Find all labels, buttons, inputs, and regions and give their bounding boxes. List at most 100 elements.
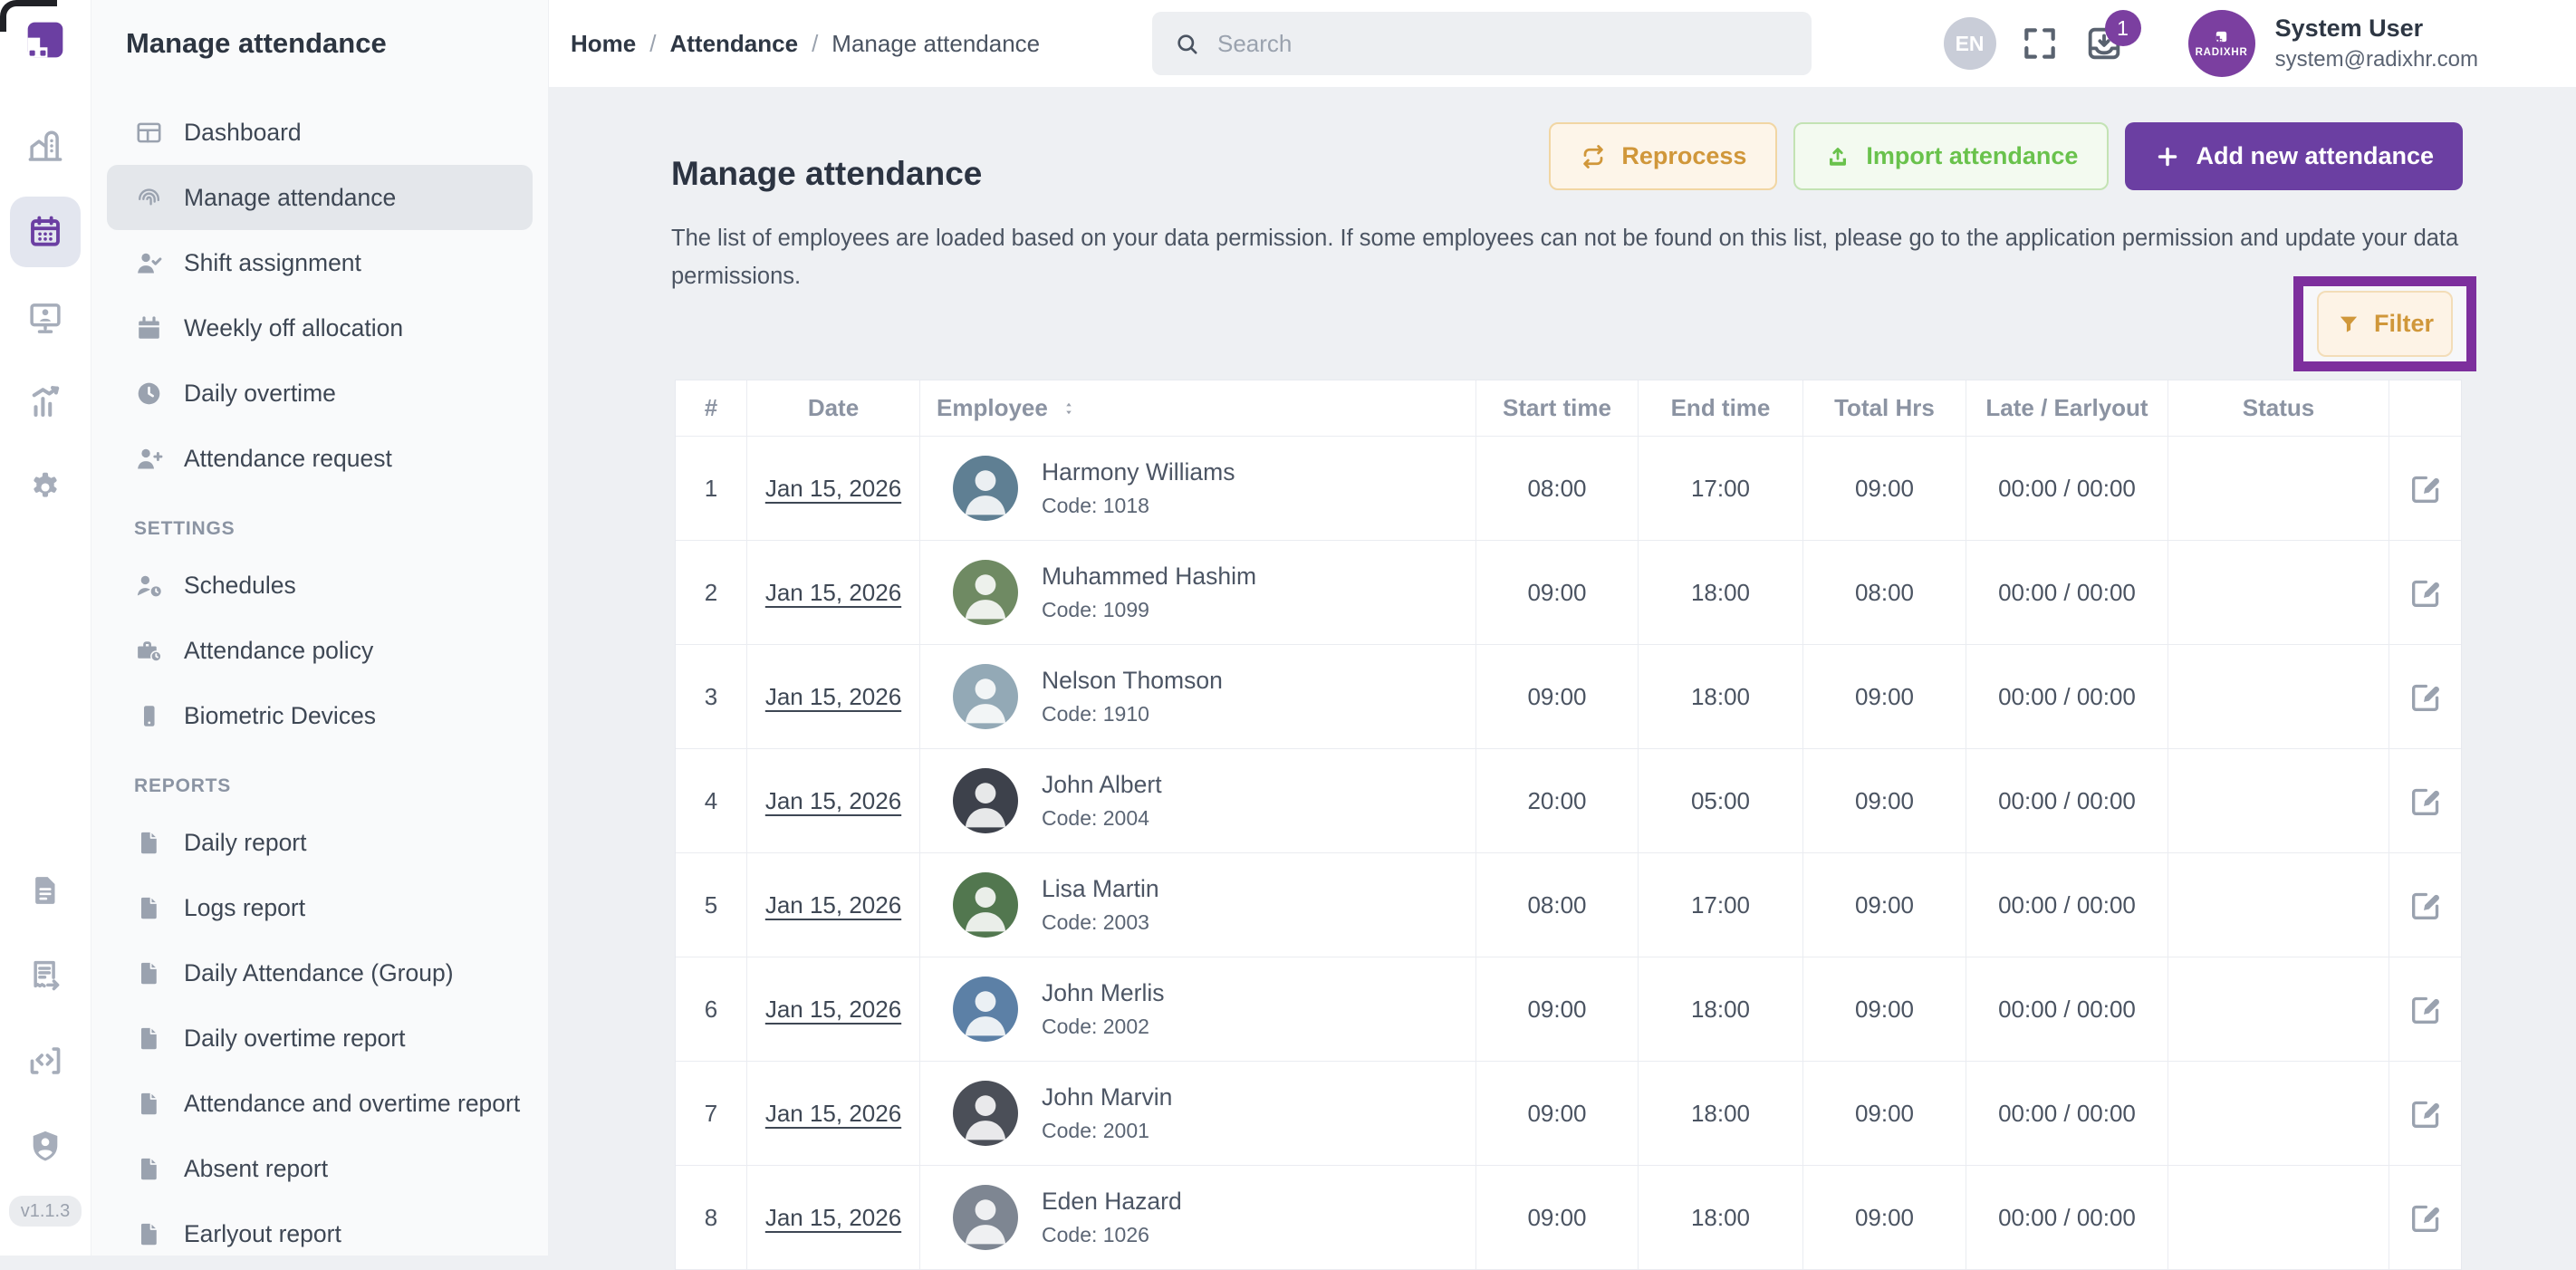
sidebar-item-attendance-policy[interactable]: Attendance policy (107, 618, 533, 683)
settings-icon[interactable] (10, 452, 81, 523)
analytics-icon[interactable] (10, 367, 81, 438)
employee-name: Lisa Martin (1042, 875, 1159, 902)
payslip-export-icon[interactable] (10, 940, 81, 1011)
date-link[interactable]: Jan 15, 2026 (764, 1099, 902, 1127)
column-header-employee[interactable]: Employee (919, 380, 1475, 436)
employee-name: John Albert (1042, 771, 1162, 798)
documents-icon[interactable] (10, 855, 81, 926)
topbar-right: EN 1 RADIXHR System User system@radixhr.… (1943, 0, 2478, 87)
employee-code: Code: 2003 (1042, 910, 1149, 934)
pdf-report-icon (134, 1154, 164, 1184)
menu-item-icon (134, 571, 164, 601)
employee-avatar (953, 1081, 1018, 1146)
menu-item-label: Daily Attendance (Group) (184, 958, 454, 986)
sidebar-item-schedules[interactable]: Schedules (107, 553, 533, 618)
rail-bottom-group (10, 855, 81, 1181)
edit-button[interactable] (2408, 678, 2444, 715)
employee-code: Code: 1099 (1042, 598, 1149, 621)
edit-button[interactable] (2408, 783, 2444, 819)
employee-cell: John Albert Code: 2004 (919, 749, 1475, 852)
brand-name: RADIXHR (2195, 47, 2248, 58)
sidebar: Manage attendance Dashboard Manage atten… (91, 0, 548, 1256)
sidebar-item-biometric-devices[interactable]: Biometric Devices (107, 683, 533, 748)
edit-button[interactable] (2408, 991, 2444, 1027)
pdf-report-icon (134, 1089, 164, 1119)
sidebar-item-daily-attendance-group[interactable]: Daily Attendance (Group) (107, 940, 533, 1005)
notifications-icon[interactable]: 1 (2083, 10, 2141, 64)
start-time-cell: 09:00 (1475, 541, 1638, 644)
sidebar-item-shift-assignment[interactable]: Shift assignment (107, 230, 533, 295)
date-cell: Jan 15, 2026 (746, 853, 919, 957)
icon-rail: v1.1.3 (0, 0, 91, 1256)
sidebar-item-weekly-off-allocation[interactable]: Weekly off allocation (107, 295, 533, 361)
employee-name: Eden Hazard (1042, 1188, 1182, 1215)
breadcrumb-attendance[interactable]: Attendance (669, 29, 799, 57)
employee-cell: John Marvin Code: 2001 (919, 1062, 1475, 1165)
edit-button[interactable] (2408, 1199, 2444, 1236)
menu-item-icon (134, 118, 164, 148)
home-icon[interactable] (10, 111, 81, 182)
table-header-row: # Date Employee Start time End time Tota… (676, 380, 2461, 437)
sidebar-item-daily-overtime-report[interactable]: Daily overtime report (107, 1005, 533, 1071)
menu-item-icon (134, 444, 164, 474)
edit-button[interactable] (2408, 887, 2444, 923)
attendance-module-icon[interactable] (10, 197, 81, 267)
pdf-report-icon (134, 893, 164, 923)
sidebar-item-manage-attendance[interactable]: Manage attendance (107, 165, 533, 230)
date-link[interactable]: Jan 15, 2026 (764, 1203, 902, 1231)
kiosk-icon[interactable] (10, 282, 81, 352)
date-link[interactable]: Jan 15, 2026 (764, 474, 902, 502)
employee-avatar (953, 872, 1018, 938)
admin-security-icon[interactable] (10, 1111, 81, 1181)
actions-cell (2389, 437, 2461, 540)
language-selector[interactable]: EN (1943, 17, 1996, 70)
sidebar-item-dashboard[interactable]: Dashboard (107, 100, 533, 165)
table-row: 8 Jan 15, 2026 Eden Hazard Code: 1026 09… (676, 1166, 2461, 1270)
pdf-report-icon (134, 1219, 164, 1249)
user-menu[interactable]: RADIXHR System User system@radixhr.com (2187, 10, 2478, 77)
user-avatar: RADIXHR (2187, 10, 2255, 77)
sort-icon[interactable] (1059, 399, 1079, 419)
date-cell: Jan 15, 2026 (746, 437, 919, 540)
table-row: 7 Jan 15, 2026 John Marvin Code: 2001 09… (676, 1062, 2461, 1166)
sidebar-item-logs-report[interactable]: Logs report (107, 875, 533, 940)
reprocess-button[interactable]: Reprocess (1549, 122, 1778, 190)
sidebar-item-absent-report[interactable]: Absent report (107, 1136, 533, 1201)
pdf-report-icon (134, 828, 164, 858)
sidebar-item-daily-report[interactable]: Daily report (107, 810, 533, 875)
table-row: 1 Jan 15, 2026 Harmony Williams Code: 10… (676, 437, 2461, 541)
fullscreen-icon[interactable] (2020, 24, 2060, 63)
actions-cell (2389, 749, 2461, 852)
employee-name: Harmony Williams (1042, 458, 1235, 486)
integrations-icon[interactable] (10, 1025, 81, 1096)
sidebar-item-daily-overtime[interactable]: Daily overtime (107, 361, 533, 426)
edit-button[interactable] (2408, 470, 2444, 506)
employee-cell: Muhammed Hashim Code: 1099 (919, 541, 1475, 644)
menu-item-label: Attendance and overtime report (184, 1089, 521, 1117)
date-cell: Jan 15, 2026 (746, 645, 919, 748)
edit-button[interactable] (2408, 574, 2444, 611)
date-link[interactable]: Jan 15, 2026 (764, 995, 902, 1023)
menu-item-label: Schedules (184, 571, 296, 599)
end-time-cell: 18:00 (1638, 957, 1802, 1061)
date-link[interactable]: Jan 15, 2026 (764, 682, 902, 710)
filter-button[interactable]: Filter (2317, 291, 2453, 357)
edit-button[interactable] (2408, 1095, 2444, 1131)
date-link[interactable]: Jan 15, 2026 (764, 890, 902, 919)
highlight-annotation: Filter (2293, 276, 2476, 371)
date-link[interactable]: Jan 15, 2026 (764, 578, 902, 606)
date-link[interactable]: Jan 15, 2026 (764, 786, 902, 814)
column-header-date: Date (746, 380, 919, 436)
screen-corner-artifact (0, 0, 57, 32)
search-input[interactable] (1152, 12, 1812, 75)
sidebar-item-attendance-and-overtime-report[interactable]: Attendance and overtime report (107, 1071, 533, 1136)
sidebar-item-earlyout-report[interactable]: Earlyout report (107, 1201, 533, 1256)
sidebar-item-attendance-request[interactable]: Attendance request (107, 426, 533, 491)
column-header-late-earlyout: Late / Earlyout (1966, 380, 2167, 436)
row-number: 7 (704, 1099, 718, 1127)
import-attendance-button[interactable]: Import attendance (1793, 122, 2110, 190)
actions-cell (2389, 541, 2461, 644)
breadcrumb-home[interactable]: Home (571, 29, 637, 57)
add-new-attendance-button[interactable]: Add new attendance (2125, 122, 2463, 190)
status-cell (2167, 1166, 2389, 1269)
